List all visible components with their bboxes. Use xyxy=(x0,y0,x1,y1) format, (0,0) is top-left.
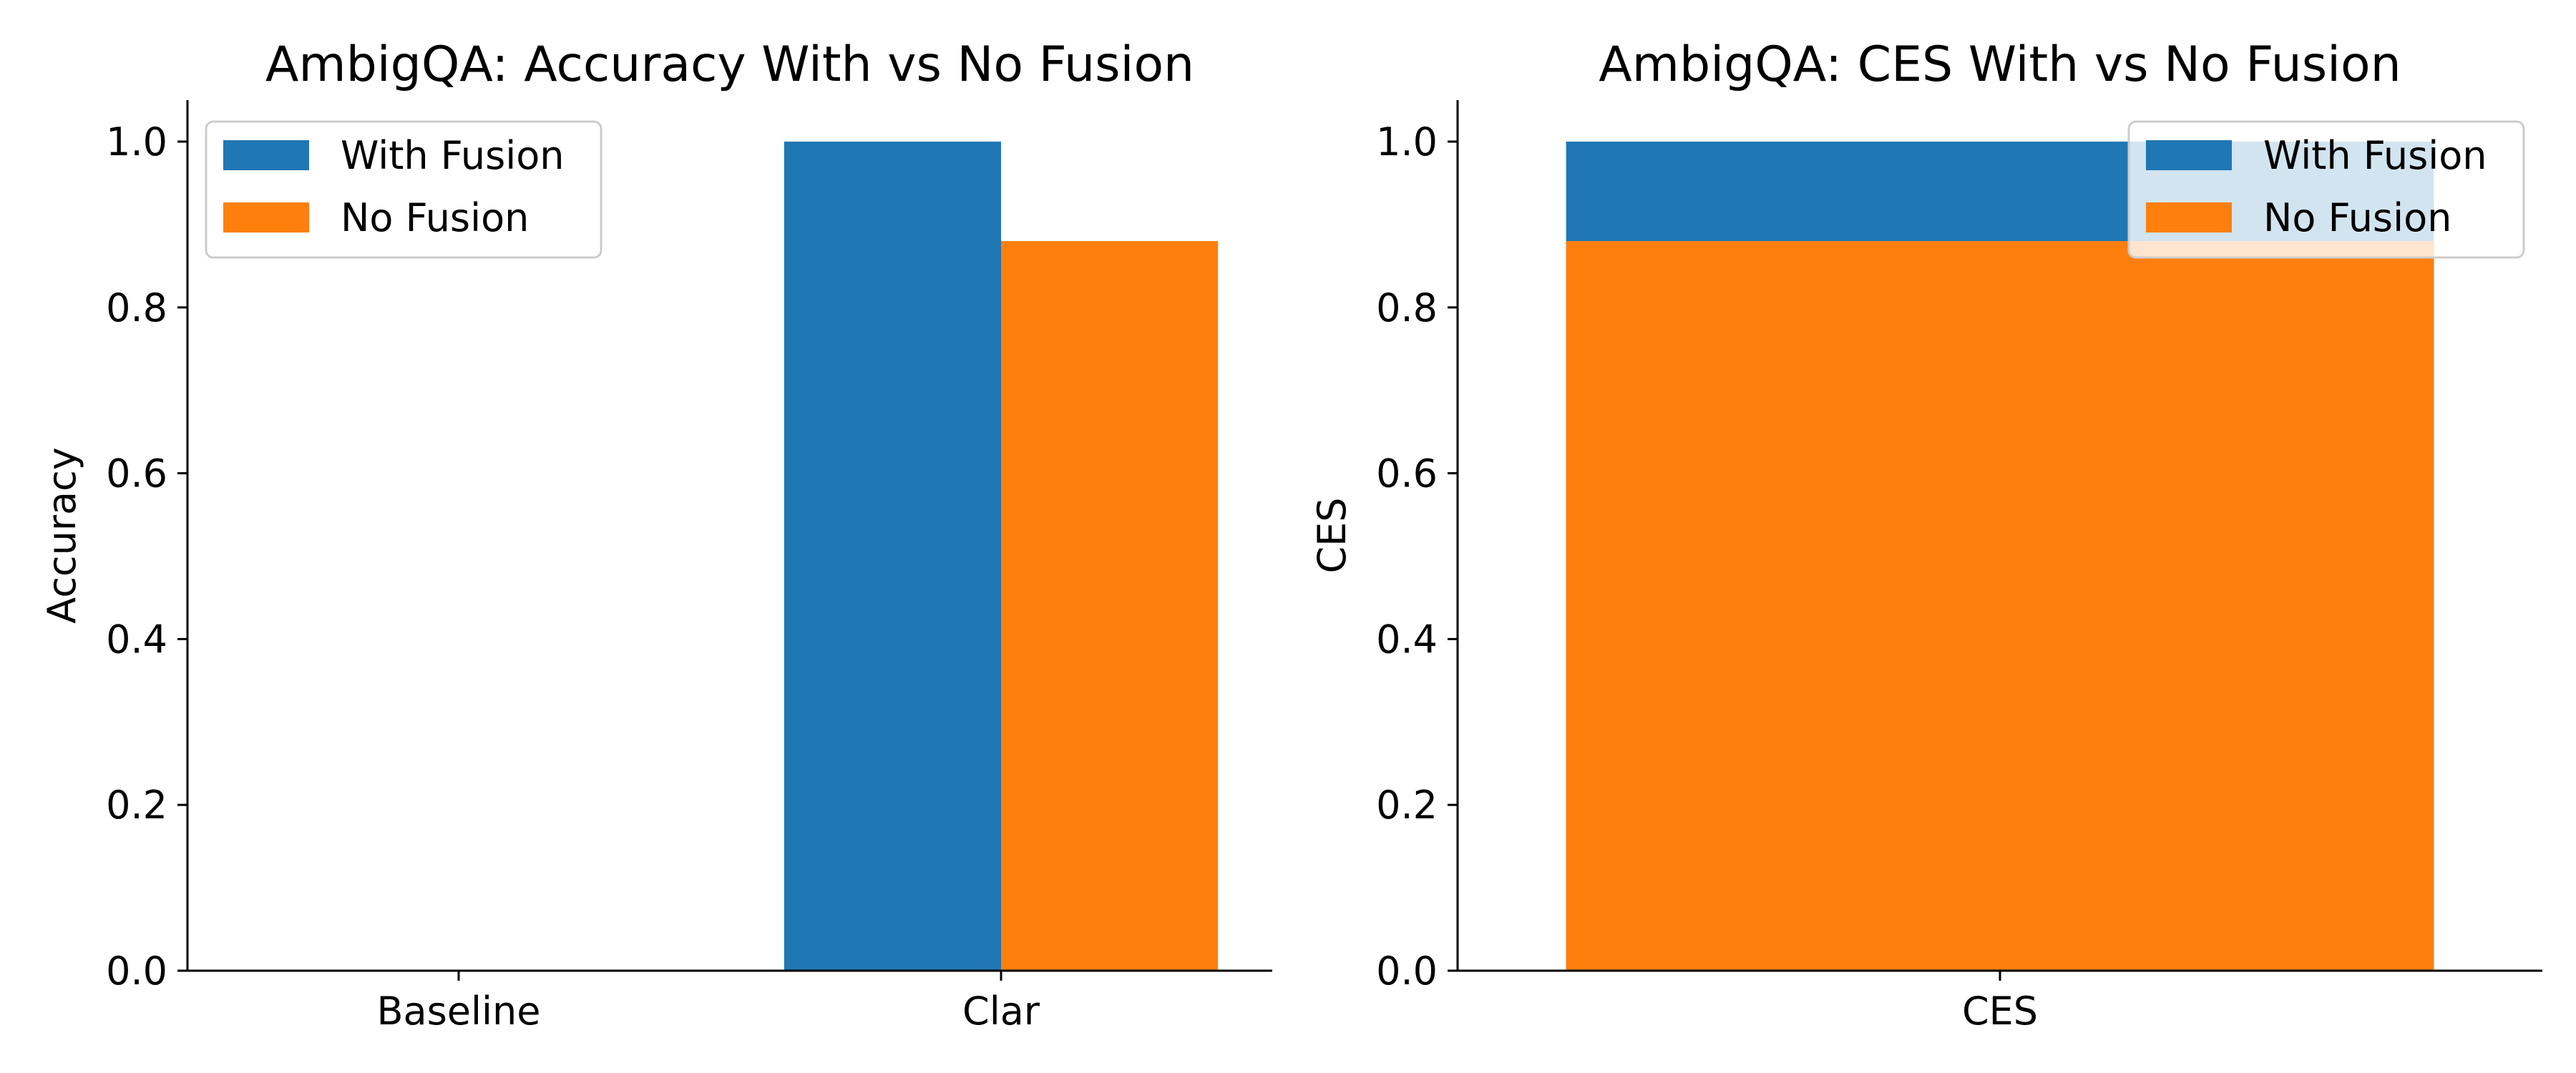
y-tick-label: 1.0 xyxy=(1376,119,1438,165)
bar-no-fusion-clar xyxy=(1001,241,1219,971)
legend-label: No Fusion xyxy=(2263,195,2451,240)
legend: With Fusion No Fusion xyxy=(2127,120,2525,259)
legend-swatch-with-fusion xyxy=(2146,140,2232,170)
accuracy-chart: AmbigQA: Accuracy With vs No Fusion Accur… xyxy=(39,36,1272,1034)
legend-swatch-with-fusion xyxy=(223,140,309,170)
y-tick-label: 0.0 xyxy=(1376,949,1438,994)
y-tick-label: 1.0 xyxy=(106,119,167,165)
y-tick-label: 0.6 xyxy=(1376,451,1438,496)
y-tick-label: 0.8 xyxy=(1376,285,1438,330)
y-tick-label: 0.2 xyxy=(106,783,167,828)
ces-chart: AmbigQA: CES With vs No Fusion CES 0.0 0.2 0… xyxy=(1309,36,2542,1034)
y-tick-label: 0.2 xyxy=(1376,783,1438,828)
y-tick-label: 0.4 xyxy=(1376,617,1438,662)
legend-swatch-no-fusion xyxy=(2146,202,2232,232)
x-tick-label: Clar xyxy=(962,989,1040,1034)
y-tick-label: 0.8 xyxy=(106,285,167,330)
x-tick-label: Baseline xyxy=(377,989,541,1034)
legend-label: No Fusion xyxy=(341,195,529,240)
y-axis-label: CES xyxy=(1309,497,1355,573)
chart-title: AmbigQA: CES With vs No Fusion xyxy=(1599,36,2401,93)
legend: With Fusion No Fusion xyxy=(205,120,602,259)
y-tick-label: 0.0 xyxy=(106,949,167,994)
y-axis-label: Accuracy xyxy=(39,447,84,624)
y-tick-label: 0.4 xyxy=(106,617,167,662)
legend-label: With Fusion xyxy=(341,133,565,178)
y-tick-label: 0.6 xyxy=(106,451,167,496)
bar-no-fusion-ces xyxy=(1566,241,2434,971)
bar-with-fusion-clar xyxy=(784,141,1001,971)
chart-title: AmbigQA: Accuracy With vs No Fusion xyxy=(265,36,1194,93)
legend-label: With Fusion xyxy=(2263,133,2487,178)
x-tick-label: CES xyxy=(1962,989,2038,1034)
legend-swatch-no-fusion xyxy=(223,202,309,232)
